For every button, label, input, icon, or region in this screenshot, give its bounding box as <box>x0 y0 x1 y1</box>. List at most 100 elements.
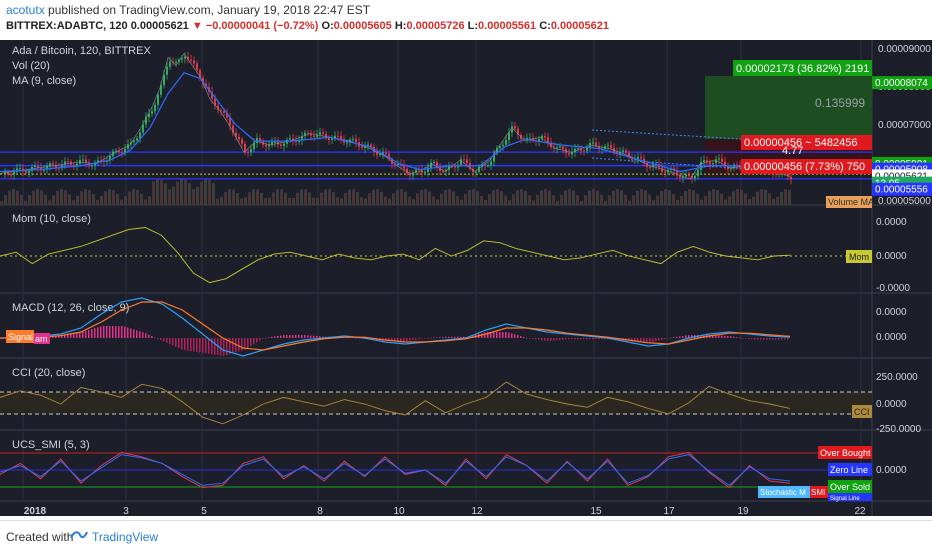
volume-bar <box>456 196 459 205</box>
candle-body <box>7 171 9 175</box>
volume-ma-tag: Volume MA <box>826 196 874 208</box>
candle-body <box>442 170 444 172</box>
macd-hist-bar <box>355 337 357 339</box>
candle-body <box>199 70 201 78</box>
smi-signal-line <box>0 454 791 487</box>
volume-bar <box>224 192 227 205</box>
cci-tag: CCI <box>852 405 872 418</box>
volume-bar <box>336 197 339 205</box>
candle-body <box>163 74 165 85</box>
macd-hist-bar <box>70 333 72 338</box>
macd-hist-bar <box>463 336 465 338</box>
volume-bar <box>292 197 295 205</box>
volume-bar <box>40 190 43 205</box>
candle-body <box>628 152 630 158</box>
macd-hist-bar <box>223 338 225 356</box>
macd-hist-bar <box>568 338 570 340</box>
volume-bar <box>684 191 687 205</box>
volume-bar <box>300 189 303 205</box>
macd-hist-bar <box>781 338 783 340</box>
macd-hist-bar <box>262 338 264 339</box>
macd-hist-bar <box>451 336 453 338</box>
volume-bar <box>532 200 535 205</box>
author-link[interactable]: acotutx <box>6 3 45 17</box>
candle-body <box>52 163 54 165</box>
macd-hist-bar <box>286 335 288 338</box>
chart-svg[interactable]: Ada / Bitcoin, 120, BITTREX Vol (20) MA … <box>0 40 932 516</box>
candle-body <box>97 160 99 163</box>
volume-bar <box>180 179 183 205</box>
macd-hist-bar <box>391 338 393 341</box>
candle-body <box>433 161 435 163</box>
macd-hist-bar <box>775 338 777 340</box>
candle-body <box>583 150 585 152</box>
macd-hist-bar <box>670 337 672 339</box>
candle-body <box>115 150 117 152</box>
macd-hist-bar <box>667 338 669 339</box>
candle-body <box>592 142 594 144</box>
candle-body <box>379 154 381 156</box>
chart-area[interactable]: Ada / Bitcoin, 120, BITTREX Vol (20) MA … <box>0 40 932 516</box>
candle-body <box>562 146 564 150</box>
candle-body <box>82 159 84 161</box>
macd-hist-bar <box>538 338 540 340</box>
candle-body <box>385 152 387 154</box>
volume-bar <box>556 200 559 205</box>
volume-bar <box>216 198 219 205</box>
candle-body <box>571 152 573 155</box>
price-tag-label: 0.00005556 <box>875 185 928 196</box>
macd-hist-bar <box>523 336 525 338</box>
candle-body <box>271 141 273 145</box>
macd-hist-bar <box>400 338 402 341</box>
volume-bar <box>492 190 495 205</box>
macd-hist-bar <box>505 332 507 338</box>
candle-body <box>541 135 543 139</box>
macd-hist-bar <box>592 338 594 340</box>
svg-text:0.00000456 (7.73%) 750: 0.00000456 (7.73%) 750 <box>744 161 865 173</box>
macd-hist-bar <box>772 338 774 340</box>
volume-bar <box>388 198 391 205</box>
candle-body <box>559 146 561 148</box>
candle-body <box>388 153 390 159</box>
volume-bar <box>524 190 527 205</box>
candle-body <box>790 176 792 180</box>
candle-body <box>448 166 450 170</box>
macd-hist-bar <box>184 338 186 351</box>
macd-hist-bar <box>403 338 405 341</box>
volume-bar <box>232 189 235 205</box>
volume-bar <box>176 181 179 205</box>
macd-hist-bar <box>211 338 213 355</box>
macd-hist-bar <box>406 338 408 341</box>
macd-hist-bar <box>514 334 516 338</box>
candle-body <box>154 104 156 112</box>
loss-label-bottom: 0.00000456 (7.73%) 750 <box>741 159 872 174</box>
candle-body <box>394 163 396 165</box>
macd-hist-bar <box>649 338 651 343</box>
volume-bar <box>260 192 263 205</box>
candle-body <box>634 158 636 160</box>
macd-hist-bar <box>127 327 129 338</box>
candle-body <box>49 163 51 166</box>
macd-hist-bar <box>310 335 312 338</box>
volume-bar <box>632 195 635 205</box>
volume-bar <box>228 189 231 205</box>
cci-tick-zero: 0.0000 <box>876 399 907 410</box>
volume-bar <box>332 192 335 205</box>
volume-bar <box>28 195 31 205</box>
candle-body <box>220 110 222 112</box>
candle-body <box>598 146 600 150</box>
volume-bar <box>688 189 691 205</box>
volume-bar <box>712 189 715 205</box>
candle-body <box>139 132 141 139</box>
volume-bar <box>720 193 723 205</box>
candle-body <box>229 117 231 126</box>
volume-bar <box>120 199 123 205</box>
volume-bar <box>584 195 587 205</box>
candle-body <box>202 77 204 84</box>
tradingview-link[interactable]: TradingView <box>92 530 159 544</box>
macd-hist-bar <box>685 335 687 338</box>
macd-hist-bar <box>550 338 552 341</box>
svg-text:Over Bought: Over Bought <box>820 448 871 458</box>
candle-body <box>553 147 555 149</box>
volume-bar <box>496 189 499 205</box>
